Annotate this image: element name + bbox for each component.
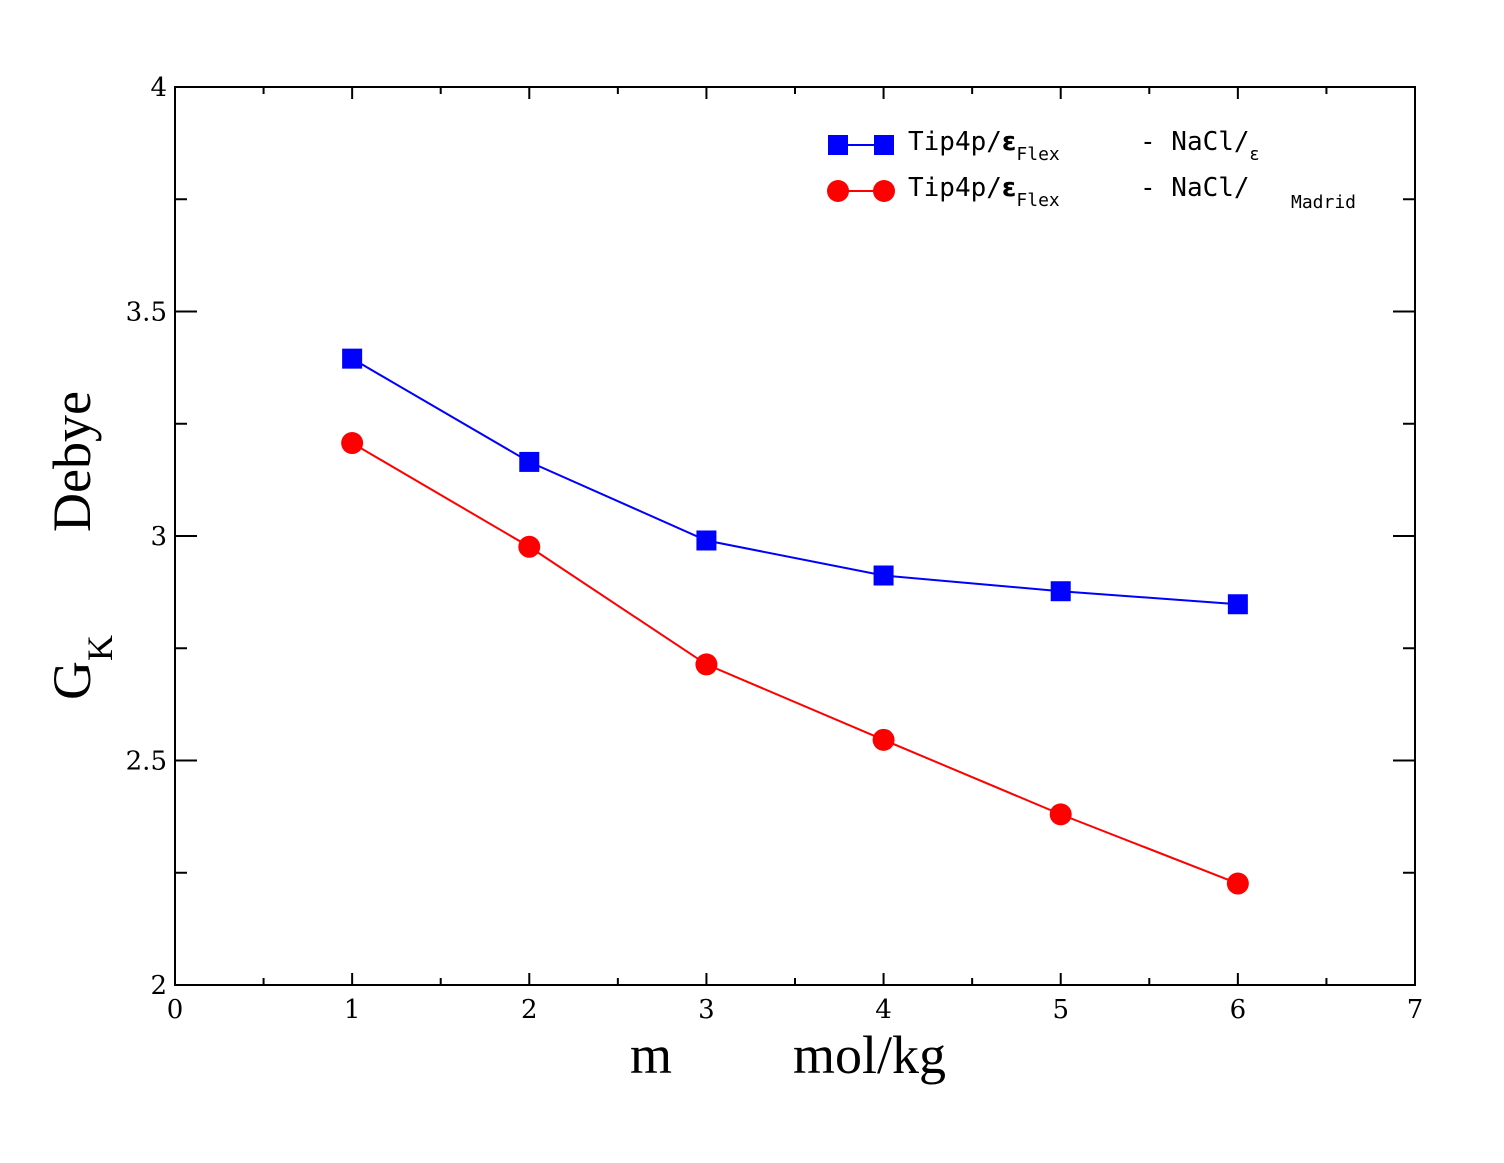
- series-1: [342, 348, 1248, 615]
- series-line-1: [351, 357, 1238, 606]
- legend-label-1-flex: Flex: [1016, 144, 1060, 165]
- y-tick-label: 3.5: [126, 298, 167, 328]
- legend-label-2-flex: Flex: [1016, 190, 1060, 211]
- data-point-square: [873, 565, 894, 586]
- x-tick-label: 3: [698, 995, 715, 1025]
- data-point-square: [1227, 594, 1248, 615]
- data-point-square: [696, 530, 717, 551]
- series-2: [341, 432, 1249, 895]
- legend-marker-square-1a: [828, 135, 848, 155]
- x-axis-unit: mol/kg: [793, 1025, 946, 1085]
- data-point-circle: [1049, 803, 1072, 826]
- y-tick-label: 3: [150, 522, 167, 552]
- legend-marker-square-1b: [874, 135, 894, 155]
- y-tick-label: 2.5: [126, 747, 167, 777]
- legend-label-1-epsilon: ε: [1002, 127, 1016, 157]
- x-tick-label: 7: [1407, 995, 1424, 1025]
- x-axis-title: m: [630, 1025, 672, 1085]
- legend: Tip4p/εFlex - NaCl/ε Tip4p/εFlex - NaCl/Ma…: [827, 127, 1356, 213]
- data-point-circle: [695, 653, 718, 676]
- y-axis-title-main: G: [42, 661, 102, 700]
- data-point-square: [342, 348, 363, 369]
- svg-text:GK: GK: [42, 635, 120, 700]
- data-point-circle: [872, 728, 895, 751]
- data-point-square: [519, 451, 540, 472]
- y-tick-label: 2: [150, 971, 167, 1001]
- legend-label-1-nacl: - NaCl/: [1140, 127, 1250, 157]
- ticks: [174, 86, 1416, 986]
- svg-text:Tip4p/εFlex- NaCl/ε: Tip4p/εFlex - NaCl/ε: [908, 127, 1259, 165]
- svg-text:Tip4p/εFlex- NaCl/Madrid: Tip4p/εFlex - NaCl/Madrid: [908, 173, 1356, 213]
- legend-entry-series-2: Tip4p/εFlex - NaCl/Madrid: [827, 173, 1356, 213]
- legend-label-2-suffix: Madrid: [1291, 192, 1356, 213]
- x-tick-label: 6: [1230, 995, 1247, 1025]
- x-tick-label: 2: [521, 995, 538, 1025]
- x-tick-label: 0: [167, 995, 184, 1025]
- plot-frame: [174, 86, 1416, 986]
- x-tick-label: 4: [875, 995, 892, 1025]
- x-tick-label: 1: [344, 995, 361, 1025]
- data-point-circle: [518, 535, 541, 558]
- legend-marker-circle-2a: [827, 180, 849, 202]
- tick-labels: 0 1 2 3 4 5 6 7 2 2.5 3 3.5 4: [126, 73, 1424, 1025]
- y-axis-title: GK Debye: [42, 391, 120, 700]
- data-point-circle: [341, 432, 364, 455]
- legend-label-1-prefix: Tip4p/: [908, 127, 1002, 157]
- series-layer: [341, 348, 1249, 895]
- legend-marker-circle-2b: [873, 180, 895, 202]
- y-axis-unit: Debye: [42, 391, 102, 532]
- y-axis-title-sub: K: [80, 635, 120, 661]
- legend-label-2-prefix: Tip4p/: [908, 173, 1002, 203]
- legend-entry-series-1: Tip4p/εFlex - NaCl/ε: [828, 127, 1259, 165]
- x-tick-label: 5: [1052, 995, 1069, 1025]
- legend-label-2-epsilon: ε: [1002, 173, 1016, 203]
- legend-label-1-suffix: ε: [1250, 144, 1260, 165]
- series-line-2: [351, 442, 1239, 885]
- data-point-square: [1050, 581, 1071, 602]
- legend-label-2-nacl: - NaCl/: [1140, 173, 1250, 203]
- y-tick-label: 4: [150, 73, 167, 103]
- data-point-circle: [1226, 872, 1249, 895]
